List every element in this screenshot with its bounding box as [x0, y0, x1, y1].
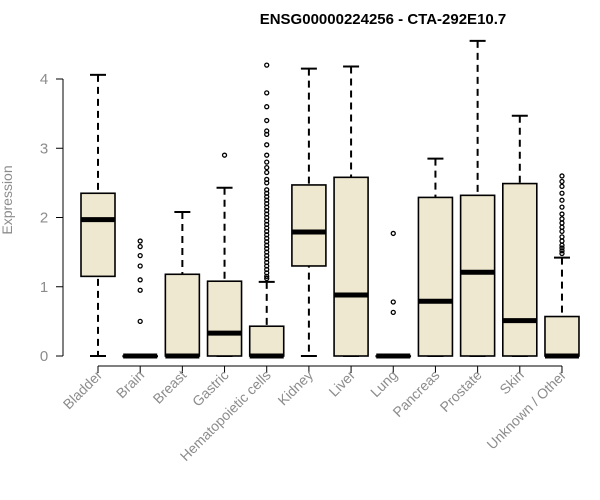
box-iqr: [291, 184, 327, 267]
box-group: [164, 210, 201, 359]
box-group: [459, 39, 496, 357]
outlier-point: [137, 243, 143, 250]
outlier-point: [559, 197, 565, 203]
box-iqr: [248, 325, 285, 357]
outlier-point: [137, 252, 143, 259]
box-iqr: [417, 196, 454, 357]
outlier-point: [264, 152, 270, 158]
x-tick-label: Pancreas: [389, 367, 442, 420]
outlier-point: [264, 187, 270, 193]
outlier-point: [390, 230, 396, 237]
outlier-point: [264, 275, 270, 282]
x-tick-label: Bladder: [60, 367, 106, 413]
outlier-point: [559, 248, 565, 254]
outlier-point: [559, 190, 565, 196]
outlier-point: [559, 245, 565, 251]
box-group: [417, 157, 454, 357]
outlier-point: [137, 318, 143, 325]
outlier-point: [559, 220, 565, 226]
outlier-point: [264, 90, 270, 96]
x-tick-label: Prostate: [437, 367, 485, 415]
x-tick-label: Lung: [367, 367, 400, 400]
boxes: [80, 39, 580, 359]
box-iqr: [333, 176, 369, 357]
outlier-point: [264, 104, 270, 110]
box-iqr: [544, 315, 580, 357]
outlier-point: [559, 228, 565, 235]
outlier-point: [264, 117, 270, 124]
outlier-point: [559, 173, 565, 179]
x-tick-label: Brain: [113, 367, 147, 401]
box-group: [206, 152, 243, 357]
box-iqr: [80, 192, 116, 278]
x-tick-label: Skin: [496, 367, 527, 398]
outlier-point: [264, 142, 270, 148]
box-group: [291, 67, 327, 357]
y-tick-label: 0: [40, 348, 48, 365]
outlier-point: [137, 287, 143, 293]
box-iqr: [206, 280, 243, 357]
outlier-point: [264, 169, 270, 176]
outlier-point: [137, 277, 143, 283]
box-group: [122, 238, 158, 359]
box-group: [248, 62, 285, 359]
box-group: [333, 65, 369, 357]
x-tick-label: Liver: [325, 367, 358, 400]
outlier-point: [264, 62, 270, 68]
outlier-point: [559, 204, 565, 210]
outlier-point: [559, 224, 565, 230]
outlier-point: [390, 309, 396, 316]
box-group: [501, 114, 538, 357]
outlier-point: [137, 263, 143, 269]
outlier-point: [559, 216, 565, 222]
y-tick-label: 1: [40, 279, 48, 296]
y-tick-label: 2: [40, 210, 48, 227]
outlier-point: [559, 211, 565, 217]
x-tick-label: Unknown / Other: [483, 367, 569, 453]
outlier-point: [221, 152, 228, 158]
y-axis: 0 1 2 3 4: [40, 71, 64, 365]
x-tick-label: Kidney: [274, 367, 316, 409]
outlier-point: [137, 238, 143, 244]
outlier-point: [390, 299, 396, 305]
box-iqr: [164, 273, 201, 357]
box-iqr: [459, 194, 496, 357]
outlier-point: [559, 250, 565, 257]
box-group: [80, 73, 116, 357]
box-group: [544, 173, 580, 359]
x-tick-label: Breast: [150, 367, 190, 407]
outlier-point: [264, 164, 270, 171]
box-iqr: [501, 182, 538, 357]
chart-title: ENSG00000224256 - CTA-292E10.7: [260, 11, 507, 28]
outlier-point: [264, 128, 270, 134]
outlier-point: [559, 178, 565, 185]
y-tick-label: 3: [40, 140, 48, 157]
y-tick-label: 4: [40, 71, 48, 88]
outlier-point: [559, 234, 565, 240]
outlier-point: [559, 238, 565, 244]
outlier-point: [264, 176, 270, 183]
outlier-point: [559, 242, 565, 248]
box-group: [375, 230, 412, 359]
y-axis-label: Expression: [0, 165, 15, 234]
outlier-point: [264, 159, 270, 165]
outlier-point: [559, 183, 565, 189]
